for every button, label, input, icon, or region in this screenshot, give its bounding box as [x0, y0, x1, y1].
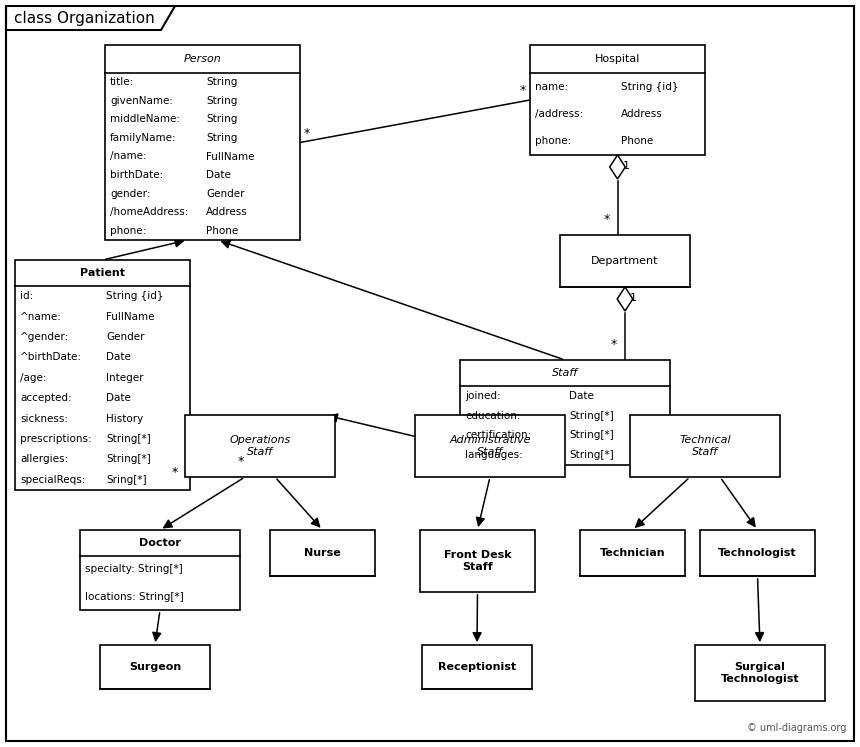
Polygon shape — [617, 287, 633, 311]
Bar — [560, 235, 690, 287]
Bar — [700, 530, 815, 576]
Text: Date: Date — [206, 170, 231, 180]
Text: FullName: FullName — [106, 311, 155, 322]
Text: /age:: /age: — [20, 373, 46, 382]
Text: String[*]: String[*] — [569, 450, 614, 460]
Text: education:: education: — [465, 411, 520, 421]
Bar — [420, 530, 535, 592]
Bar — [415, 415, 565, 477]
Text: /homeAddress:: /homeAddress: — [110, 207, 188, 217]
Text: FullName: FullName — [206, 152, 255, 161]
Text: middleName:: middleName: — [110, 114, 180, 125]
Text: Department: Department — [592, 256, 659, 266]
Text: specialty: String[*]: specialty: String[*] — [85, 565, 182, 574]
Text: Administrative
Staff: Administrative Staff — [449, 436, 531, 457]
Text: joined:: joined: — [465, 391, 501, 401]
Text: String: String — [206, 133, 237, 143]
Text: familyName:: familyName: — [110, 133, 176, 143]
Bar — [100, 645, 210, 689]
Text: ^gender:: ^gender: — [20, 332, 70, 342]
Text: Technologist: Technologist — [718, 548, 797, 558]
Text: Hospital: Hospital — [595, 54, 640, 64]
Text: Patient: Patient — [80, 268, 125, 278]
Text: languages:: languages: — [465, 450, 523, 460]
Text: sickness:: sickness: — [20, 414, 68, 424]
Polygon shape — [610, 155, 625, 179]
Text: certification:: certification: — [465, 430, 531, 441]
Bar — [185, 415, 335, 477]
Text: Phone: Phone — [206, 226, 239, 236]
Bar — [460, 360, 670, 465]
Text: Date: Date — [106, 353, 131, 362]
Text: String: String — [206, 96, 237, 106]
Text: String {id}: String {id} — [621, 81, 679, 92]
Bar — [695, 645, 825, 701]
Text: Integer: Integer — [106, 373, 144, 382]
Text: Sring[*]: Sring[*] — [106, 475, 146, 485]
Text: id:: id: — [20, 291, 34, 301]
Text: String[*]: String[*] — [106, 434, 150, 444]
Text: /name:: /name: — [110, 152, 146, 161]
Text: Staff: Staff — [552, 368, 578, 378]
Text: class Organization: class Organization — [14, 10, 155, 25]
Text: accepted:: accepted: — [20, 393, 71, 403]
Text: givenName:: givenName: — [110, 96, 173, 106]
Text: *: * — [238, 455, 244, 468]
Text: prescriptions:: prescriptions: — [20, 434, 92, 444]
Text: Phone: Phone — [621, 137, 654, 146]
Text: Front Desk
Staff: Front Desk Staff — [444, 551, 512, 571]
Bar — [15, 260, 190, 490]
Text: 1: 1 — [630, 293, 637, 303]
Text: phone:: phone: — [535, 137, 571, 146]
Text: allergies:: allergies: — [20, 454, 68, 465]
Text: Surgeon: Surgeon — [129, 662, 181, 672]
Text: ^birthDate:: ^birthDate: — [20, 353, 82, 362]
Text: locations: String[*]: locations: String[*] — [85, 592, 184, 601]
Text: String: String — [206, 114, 237, 125]
Text: Address: Address — [621, 109, 663, 119]
Text: Person: Person — [184, 54, 221, 64]
Text: *: * — [172, 466, 178, 479]
Text: String[*]: String[*] — [569, 411, 614, 421]
Text: *: * — [304, 126, 310, 140]
Text: Gender: Gender — [106, 332, 144, 342]
Text: Gender: Gender — [206, 188, 245, 199]
Text: birthDate:: birthDate: — [110, 170, 163, 180]
Text: Date: Date — [106, 393, 131, 403]
Text: Surgical
Technologist: Surgical Technologist — [721, 662, 799, 684]
Bar — [580, 530, 685, 576]
Bar — [270, 530, 375, 576]
Text: String {id}: String {id} — [106, 291, 163, 301]
Text: Receptionist: Receptionist — [438, 662, 516, 672]
Text: Nurse: Nurse — [304, 548, 341, 558]
Text: String: String — [206, 77, 237, 87]
Text: String[*]: String[*] — [569, 430, 614, 441]
Bar — [630, 415, 780, 477]
Bar — [80, 530, 240, 610]
Text: Date: Date — [569, 391, 594, 401]
Bar — [105, 45, 300, 240]
Text: /address:: /address: — [535, 109, 583, 119]
Text: specialReqs:: specialReqs: — [20, 475, 85, 485]
Text: *: * — [611, 338, 617, 351]
Text: name:: name: — [535, 81, 568, 92]
Text: String[*]: String[*] — [106, 454, 150, 465]
Text: Address: Address — [206, 207, 249, 217]
Bar — [422, 645, 532, 689]
Text: gender:: gender: — [110, 188, 150, 199]
Text: ^name:: ^name: — [20, 311, 62, 322]
Text: © uml-diagrams.org: © uml-diagrams.org — [746, 723, 846, 733]
Text: Technical
Staff: Technical Staff — [679, 436, 731, 457]
Text: Operations
Staff: Operations Staff — [230, 436, 291, 457]
Text: 1: 1 — [623, 161, 630, 171]
Text: *: * — [520, 84, 526, 97]
Bar — [530, 45, 705, 155]
Text: phone:: phone: — [110, 226, 146, 236]
Text: History: History — [106, 414, 144, 424]
Text: Technician: Technician — [599, 548, 666, 558]
Text: title:: title: — [110, 77, 134, 87]
Text: *: * — [604, 213, 610, 226]
Text: Doctor: Doctor — [139, 538, 181, 548]
